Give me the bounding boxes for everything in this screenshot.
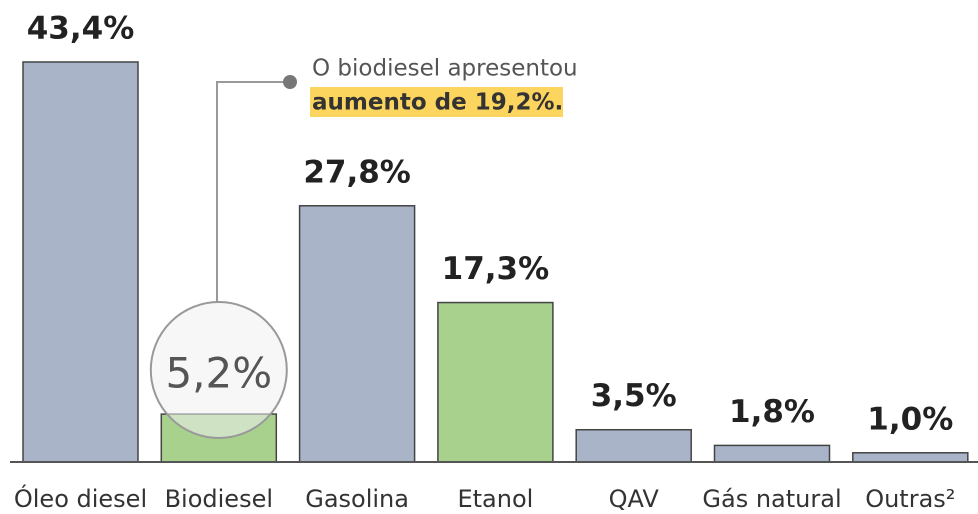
magnifier xyxy=(149,301,288,439)
overlay: 5,2% xyxy=(149,301,288,439)
x-tick-label: Etanol xyxy=(457,485,533,513)
annotation-line1: O biodiesel apresentou xyxy=(312,56,578,82)
annotation-highlight xyxy=(310,87,563,117)
x-tick-label: Gasolina xyxy=(305,485,409,513)
value-label: 17,3% xyxy=(442,251,550,287)
bar xyxy=(852,452,969,463)
callout-dot xyxy=(283,75,297,89)
value-label: 1,0% xyxy=(867,401,953,437)
annotation-line2: aumento de 19,2%. xyxy=(312,90,563,116)
bar xyxy=(22,61,139,463)
x-tick-label: Gás natural xyxy=(702,485,841,513)
callout-line xyxy=(216,81,290,302)
x-tick-label: Outras² xyxy=(865,485,955,513)
value-label: 1,8% xyxy=(729,394,815,430)
value-label: 27,8% xyxy=(303,154,411,190)
bar xyxy=(298,205,416,463)
value-label: 3,5% xyxy=(591,378,677,414)
value-label: 5,2% xyxy=(165,349,272,398)
bar xyxy=(437,301,554,463)
x-tick-label: Óleo diesel xyxy=(14,483,147,513)
bar xyxy=(575,428,692,463)
value-label: 43,4% xyxy=(27,11,135,47)
x-tick-label: Biodiesel xyxy=(165,485,273,513)
x-tick-label: QAV xyxy=(609,485,660,513)
bar xyxy=(713,444,831,463)
bars xyxy=(22,61,969,463)
